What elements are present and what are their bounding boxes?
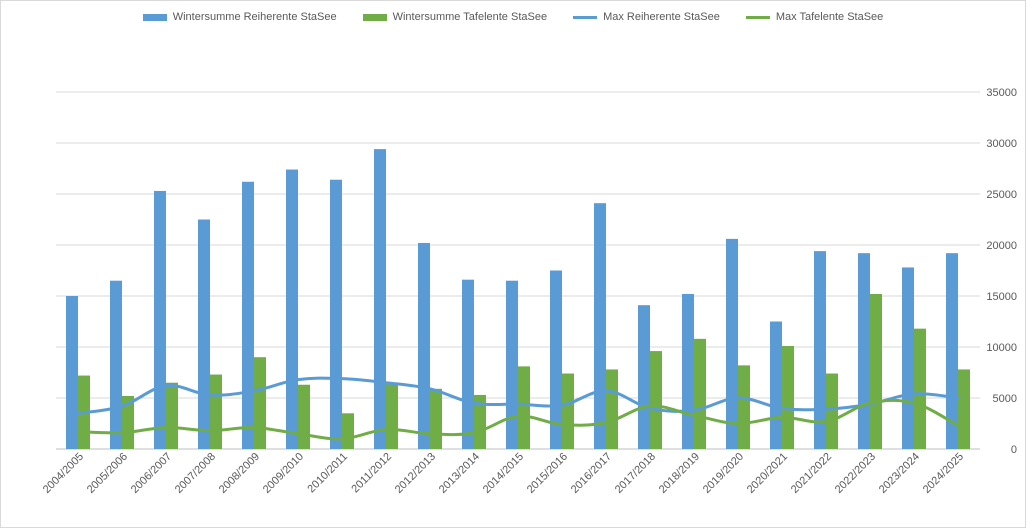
x-tick-label: 2013/2014: [437, 451, 482, 496]
bar-tafelente-sum: [650, 351, 662, 449]
x-tick-label: 2019/2020: [701, 451, 746, 496]
bar-reiherente-sum: [858, 253, 870, 449]
bar-reiherente-sum: [418, 242, 430, 449]
bar-tafelente-sum: [694, 338, 706, 449]
legend-label: Max Tafelente StaSee: [775, 11, 884, 23]
y-tick-label: 25000: [986, 189, 1017, 201]
bar-tafelente-sum: [166, 382, 178, 449]
bar-tafelente-sum: [606, 369, 618, 449]
x-tick-label: 2011/2012: [349, 451, 394, 496]
x-tick-label: 2024/2025: [921, 451, 966, 496]
bar-tafelente-sum: [738, 365, 750, 449]
legend-label: Wintersumme Reiherente StaSee: [172, 11, 337, 23]
x-tick-label: 2020/2021: [745, 451, 790, 496]
bar-tafelente-sum: [474, 394, 486, 449]
bar-reiherente-sum: [462, 279, 474, 449]
bar-tafelente-sum: [914, 328, 926, 449]
legend-swatch: [573, 15, 598, 19]
x-tick-label: 2022/2023: [833, 451, 878, 496]
x-tick-label: 2021/2022: [789, 451, 834, 496]
legend-swatch: [362, 13, 387, 21]
x-tick-label: 2023/2024: [877, 451, 922, 496]
y-tick-label: 20000: [986, 240, 1017, 252]
bar-tafelente-sum: [826, 373, 838, 449]
bar-reiherente-sum: [198, 219, 210, 449]
bar-reiherente-sum: [154, 190, 166, 449]
x-tick-label: 2014/2015: [481, 451, 526, 496]
bar-reiherente-sum: [726, 238, 738, 449]
bar-reiherente-sum: [286, 169, 298, 449]
bar-reiherente-sum: [66, 296, 78, 449]
x-tick-label: 2007/2008: [173, 451, 218, 496]
bar-reiherente-sum: [506, 280, 518, 449]
x-tick-label: 2018/2019: [657, 451, 702, 496]
bar-reiherente-sum: [902, 267, 914, 449]
y-tick-label: 35000: [986, 87, 1017, 99]
bar-tafelente-sum: [782, 345, 794, 449]
legend-item-tafelente-max: Max Tafelente StaSee: [745, 11, 884, 23]
bar-reiherente-sum: [242, 181, 254, 449]
legend-label: Wintersumme Tafelente StaSee: [392, 11, 548, 23]
bar-reiherente-sum: [638, 305, 650, 449]
x-tick-label: 2016/2017: [569, 451, 614, 496]
bar-tafelente-sum: [958, 369, 970, 449]
bar-reiherente-sum: [374, 149, 386, 449]
x-tick-label: 2010/2011: [305, 451, 350, 496]
x-tick-label: 2008/2009: [217, 451, 262, 496]
y-tick-label: 30000: [986, 138, 1017, 150]
bar-reiherente-sum: [946, 253, 958, 449]
x-tick-label: 2005/2006: [85, 451, 130, 496]
bar-tafelente-sum: [122, 395, 134, 449]
legend-item-reiherente-sum: Wintersumme Reiherente StaSee: [142, 11, 337, 23]
bar-reiherente-sum: [330, 179, 342, 449]
line-tafelente-max: [76, 398, 960, 441]
legend-label: Max Reiherente StaSee: [603, 11, 720, 23]
bar-tafelente-sum: [298, 384, 310, 449]
bar-tafelente-sum: [342, 413, 354, 449]
legend: Wintersumme Reiherente StaSee Wintersumm…: [0, 11, 1026, 23]
bar-reiherente-sum: [594, 203, 606, 449]
y-tick-label: 10000: [986, 342, 1017, 354]
legend-swatch: [745, 15, 770, 19]
bar-reiherente-sum: [770, 321, 782, 449]
y-tick-label: 5000: [993, 393, 1017, 405]
x-tick-label: 2004/2005: [41, 451, 86, 496]
bar-tafelente-sum: [210, 374, 222, 449]
bar-tafelente-sum: [386, 382, 398, 449]
x-tick-label: 2017/2018: [613, 451, 658, 496]
legend-item-reiherente-max: Max Reiherente StaSee: [573, 11, 720, 23]
bar-tafelente-sum: [430, 388, 442, 449]
x-tick-label: 2015/2016: [525, 451, 570, 496]
bar-tafelente-sum: [870, 293, 882, 449]
x-tick-label: 2006/2007: [129, 451, 174, 496]
line-reiherente-max: [76, 376, 960, 415]
x-tick-label: 2012/2013: [393, 451, 438, 496]
bar-tafelente-sum: [562, 373, 574, 449]
y-tick-label: 15000: [986, 291, 1017, 303]
bar-tafelente-sum: [518, 366, 530, 449]
legend-swatch: [142, 13, 167, 21]
bar-tafelente-sum: [254, 357, 266, 449]
y-tick-label: 0: [1011, 444, 1017, 456]
bar-reiherente-sum: [814, 251, 826, 449]
bar-reiherente-sum: [110, 280, 122, 449]
legend-item-tafelente-sum: Wintersumme Tafelente StaSee: [362, 11, 548, 23]
x-tick-label: 2009/2010: [261, 451, 306, 496]
bar-reiherente-sum: [682, 293, 694, 449]
